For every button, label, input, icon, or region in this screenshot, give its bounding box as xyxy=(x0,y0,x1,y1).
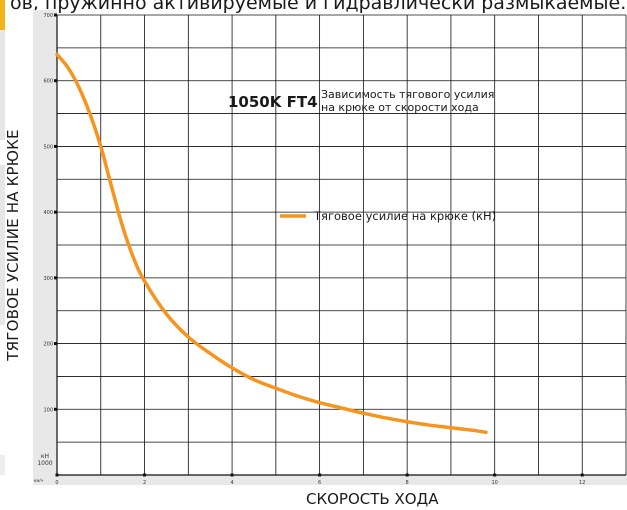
y-tick-mark xyxy=(54,276,57,280)
series-layer xyxy=(55,52,488,435)
y-tick-label: 200 xyxy=(43,342,53,348)
x-tick-mark xyxy=(143,473,147,477)
x-tick-label: 10 xyxy=(492,480,498,486)
axis-ticks: 700 600 500 400 300 200 100 0 2 4 6 8 10 12 xyxy=(43,13,585,486)
x-axis-unit: км/ч xyxy=(34,478,44,483)
x-tick-label: 12 xyxy=(579,480,585,486)
y-axis-unit: кН 1000 xyxy=(35,453,55,467)
x-tick-mark xyxy=(55,473,59,477)
y-tick-label: 400 xyxy=(43,210,53,216)
y-unit-line1: кН xyxy=(40,453,50,460)
legend-entry: Тяговое усилие на крюке (кН) xyxy=(313,209,496,223)
chart-title-model: 1050K FT4 xyxy=(228,93,318,111)
y-tick-label: 100 xyxy=(43,407,53,413)
y-tick-label: 300 xyxy=(43,276,53,282)
x-tick-label: 6 xyxy=(318,480,321,486)
y-tick-label: 600 xyxy=(43,79,53,85)
x-axis-label: СКОРОСТЬ ХОДА xyxy=(306,490,439,508)
x-tick-mark xyxy=(405,473,409,477)
x-tick-label: 4 xyxy=(230,480,233,486)
x-tick-label: 0 xyxy=(55,480,58,486)
y-tick-mark xyxy=(54,210,57,214)
chart-title-line1: Зависимость тягового усилия xyxy=(321,88,494,101)
side-gray-strip xyxy=(0,455,5,475)
x-tick-mark xyxy=(318,473,322,477)
x-tick-mark xyxy=(230,473,234,477)
x-axis-band xyxy=(33,475,627,485)
y-tick-mark xyxy=(54,407,57,411)
chart-title-line2: на крюке от скорости хода xyxy=(321,101,479,114)
y-tick-mark xyxy=(54,342,57,346)
side-gray-strip xyxy=(0,30,5,140)
side-accent-strip xyxy=(0,0,5,30)
page-header-text: ов, пружинно активируемые и гидравлическ… xyxy=(10,0,627,14)
x-tick-mark xyxy=(493,473,497,477)
side-gray-strip xyxy=(0,165,5,325)
y-tick-label: 500 xyxy=(43,144,53,150)
x-tick-label: 2 xyxy=(143,480,146,486)
y-tick-mark xyxy=(54,79,57,83)
y-tick-label: 700 xyxy=(43,13,53,19)
y-tick-mark xyxy=(54,144,57,148)
y-unit-line2: 1000 xyxy=(37,460,53,467)
series-line xyxy=(55,52,488,435)
y-axis-band xyxy=(33,10,57,485)
x-tick-mark xyxy=(580,473,584,477)
x-tick-label: 8 xyxy=(406,480,409,486)
chart-grid xyxy=(56,14,627,476)
y-tick-mark xyxy=(54,13,57,17)
